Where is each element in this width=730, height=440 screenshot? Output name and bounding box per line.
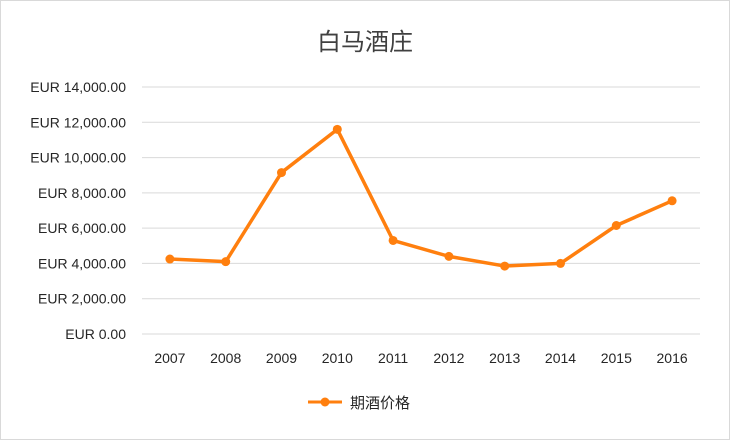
series-line (169, 127, 673, 268)
y-tick-label: EUR 14,000.00 (30, 79, 126, 95)
x-tick-label: 2013 (489, 350, 520, 366)
x-tick-label: 2010 (322, 350, 353, 366)
legend: 期酒价格 (308, 394, 410, 412)
x-tick-label: 2012 (433, 350, 464, 366)
gridlines (142, 86, 700, 335)
data-point (388, 235, 398, 245)
data-point (667, 196, 677, 206)
y-tick-label: EUR 4,000.00 (38, 255, 126, 271)
y-tick-label: EUR 10,000.00 (30, 150, 126, 166)
x-tick-label: 2011 (378, 350, 408, 366)
y-tick-label: EUR 12,000.00 (30, 114, 126, 130)
data-point (165, 254, 175, 264)
x-tick-label: 2009 (266, 350, 297, 366)
x-tick-label: 2014 (545, 350, 576, 366)
data-point (444, 251, 454, 261)
data-point (277, 168, 286, 178)
y-tick-label: EUR 6,000.00 (38, 220, 126, 236)
legend-label: 期酒价格 (350, 394, 410, 412)
chart-title: 白马酒庄 (317, 28, 413, 56)
data-point (500, 261, 510, 271)
x-axis-ticks: 2007 2008 2009 2010 2011 2012 2013 2014 2015 2016 (154, 350, 688, 366)
data-point (556, 258, 565, 268)
data-point (611, 220, 621, 230)
legend-swatch-marker (320, 397, 330, 407)
x-tick-label: 2016 (657, 350, 688, 366)
data-point (332, 124, 342, 134)
x-tick-label: 2015 (601, 350, 632, 366)
y-tick-label: EUR 2,000.00 (38, 291, 126, 307)
series-layer (165, 124, 677, 271)
y-axis-ticks: EUR 0.00 EUR 2,000.00 EUR 4,000.00 EUR 6,00… (30, 79, 126, 342)
x-tick-label: 2007 (154, 350, 185, 366)
y-tick-label: EUR 0.00 (65, 326, 126, 342)
x-tick-label: 2008 (210, 350, 241, 366)
data-point (221, 257, 231, 267)
y-tick-label: EUR 8,000.00 (38, 185, 126, 201)
